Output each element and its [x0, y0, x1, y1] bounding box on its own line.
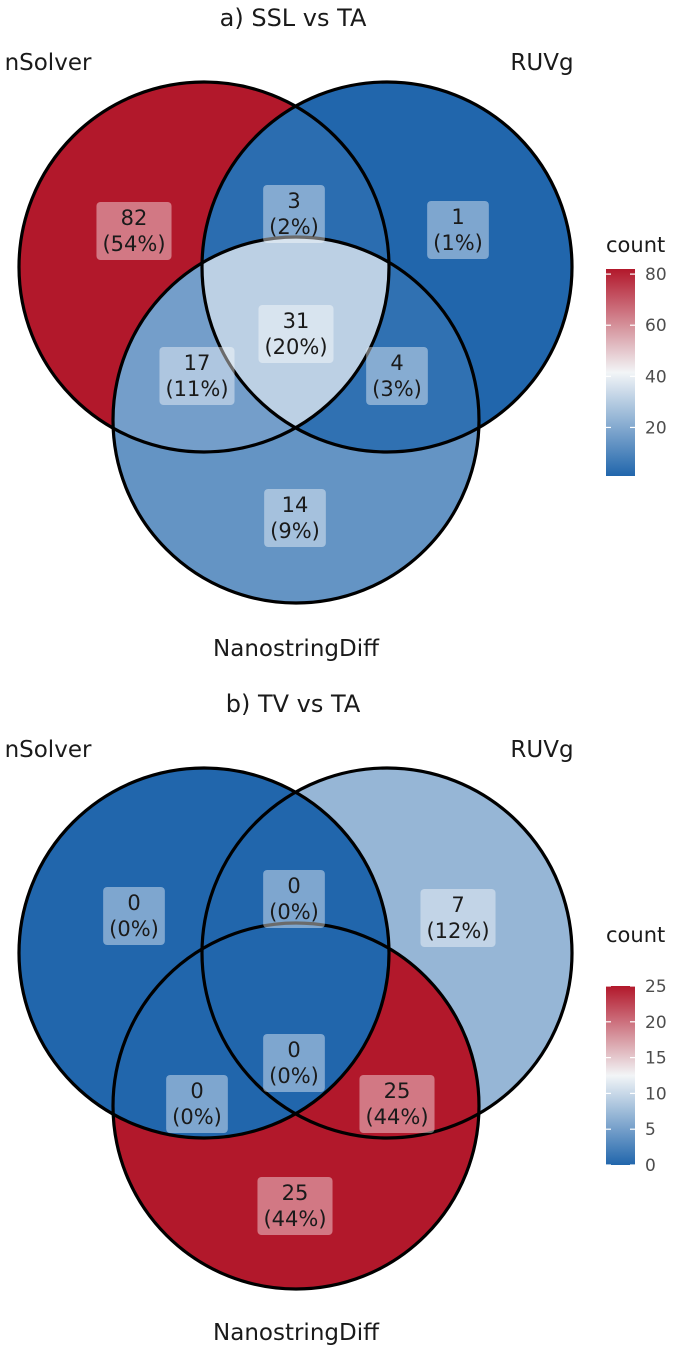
- region-count: 31: [283, 309, 310, 333]
- color-legend: count 20 40 60 80: [606, 233, 667, 476]
- region-percent: (54%): [102, 232, 165, 256]
- circle-outline-nanostringdiff: [111, 921, 481, 1291]
- region-count: 82: [121, 206, 148, 230]
- circle-outline-ruvg: [200, 80, 574, 454]
- legend-title: count: [606, 923, 665, 947]
- region-count: 3: [287, 189, 300, 213]
- region-label-all: 0(0%): [263, 1034, 325, 1092]
- region-count: 14: [282, 493, 309, 517]
- region-label-nsolver-ruvg: 3(2%): [263, 185, 325, 243]
- legend-colorbar: [606, 986, 635, 1165]
- set-label-nsolver: nSolver: [5, 50, 92, 76]
- region-label-nano-only: 25(44%): [257, 1177, 333, 1235]
- region-label-ruvg-nano: 4(3%): [366, 347, 428, 405]
- legend-tick-label: 0: [645, 1156, 656, 1176]
- region-count: 7: [451, 893, 464, 917]
- region-label-ruvg-only: 1(1%): [427, 201, 489, 259]
- region-label-all: 31(20%): [258, 305, 334, 363]
- region-percent: (44%): [365, 1105, 428, 1129]
- legend-tick-label: 20: [645, 1013, 667, 1033]
- legend-colorbar: [606, 269, 635, 476]
- region-count: 0: [127, 891, 140, 915]
- region-label-ruvg-nano: 25(44%): [359, 1075, 435, 1133]
- panel-title: a) SSL vs TA: [220, 4, 367, 32]
- circle-outline-ruvg: [200, 766, 574, 1140]
- legend-tick-label: 60: [645, 316, 667, 336]
- region-count: 0: [287, 1038, 300, 1062]
- region-percent: (9%): [270, 519, 320, 543]
- region-label-box: [166, 1075, 228, 1133]
- region-label-box: [264, 489, 326, 547]
- region-percent: (2%): [269, 215, 319, 239]
- legend-tick-label: 40: [645, 367, 667, 387]
- color-legend: count 0 5 10 15 20 25: [606, 923, 667, 1176]
- region-label-box: [263, 185, 325, 243]
- region-label-nano-only: 14(9%): [264, 489, 326, 547]
- region-label-box: [366, 347, 428, 405]
- set-label-ruvg: RUVg: [510, 50, 573, 76]
- region-count: 25: [384, 1079, 411, 1103]
- region-count: 0: [190, 1079, 203, 1103]
- region-label-box: [159, 347, 235, 405]
- region-percent: (0%): [109, 917, 159, 941]
- region-label-box: [263, 1034, 325, 1092]
- set-label-ruvg: RUVg: [510, 737, 573, 763]
- region-label-nsolver-only: 0(0%): [103, 887, 165, 945]
- region-percent: (44%): [263, 1207, 326, 1231]
- region-label-box: [263, 870, 325, 928]
- region-label-ruvg-only: 7(12%): [420, 889, 496, 947]
- set-label-nanostringdiff: NanostringDiff: [213, 636, 380, 662]
- region-label-nsolver-only: 82(54%): [96, 202, 172, 260]
- region-label-nsolver-nano: 0(0%): [166, 1075, 228, 1133]
- region-percent: (0%): [269, 1064, 319, 1088]
- circle-outline-nanostringdiff: [111, 235, 481, 605]
- region-percent: (11%): [165, 377, 228, 401]
- region-percent: (12%): [426, 919, 489, 943]
- legend-tick-label: 80: [645, 265, 667, 285]
- region-label-box: [103, 887, 165, 945]
- region-label-nsolver-ruvg: 0(0%): [263, 870, 325, 928]
- region-label-box: [427, 201, 489, 259]
- legend-tick-label: 25: [645, 977, 667, 997]
- region-label-box: [420, 889, 496, 947]
- region-percent: (0%): [172, 1105, 222, 1129]
- region-percent: (3%): [372, 377, 422, 401]
- circle-outline-nsolver: [17, 80, 391, 454]
- legend-title: count: [606, 233, 665, 257]
- legend-tick-label: 5: [645, 1120, 656, 1140]
- circle-outline-nsolver: [17, 766, 391, 1140]
- set-label-nsolver: nSolver: [5, 737, 92, 763]
- region-count: 4: [390, 351, 403, 375]
- legend-tick-label: 15: [645, 1049, 667, 1069]
- region-label-box: [359, 1075, 435, 1133]
- panel-title: b) TV vs TA: [226, 690, 361, 718]
- region-label-box: [257, 1177, 333, 1235]
- region-label-box: [96, 202, 172, 260]
- region-label-nsolver-nano: 17(11%): [159, 347, 235, 405]
- region-count: 25: [282, 1181, 309, 1205]
- region-percent: (0%): [269, 900, 319, 924]
- region-percent: (1%): [433, 231, 483, 255]
- region-count: 1: [451, 205, 464, 229]
- region-label-box: [258, 305, 334, 363]
- region-percent: (20%): [264, 335, 327, 359]
- region-count: 0: [287, 874, 300, 898]
- legend-tick-label: 20: [645, 418, 667, 438]
- set-label-nanostringdiff: NanostringDiff: [213, 1320, 380, 1346]
- region-count: 17: [184, 351, 211, 375]
- legend-tick-label: 10: [645, 1084, 667, 1104]
